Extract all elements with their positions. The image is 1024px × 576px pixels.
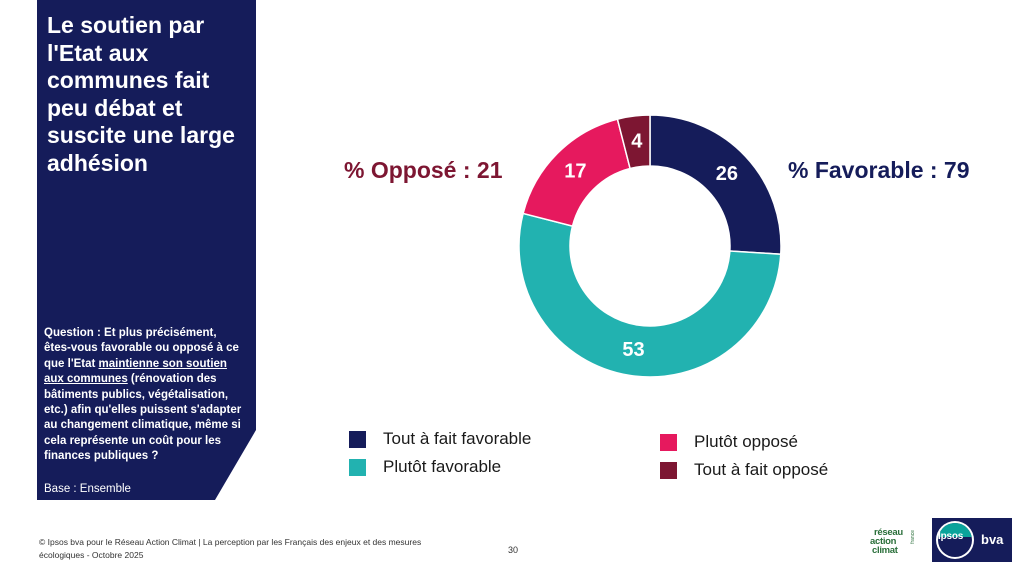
legend-swatch — [349, 430, 366, 448]
rac-logo-line1: réseau — [874, 527, 903, 538]
legend-swatch — [660, 433, 677, 451]
slide-title: Le soutien par l'Etat aux communes fait … — [47, 12, 235, 176]
question-text: Question : Et plus précisément, êtes-vou… — [44, 326, 244, 465]
ipsos-logo-text: Ipsos — [938, 531, 964, 542]
ipsos-circle-icon — [936, 521, 974, 559]
legend-label: Plutôt opposé — [694, 432, 798, 451]
legend-item-plutot-oppose: Plutôt opposé — [660, 432, 798, 452]
footer-text: © Ipsos bva pour le Réseau Action Climat… — [39, 537, 422, 560]
donut-label-0: 26 — [716, 163, 738, 185]
rac-logo-side: france — [910, 530, 916, 544]
donut-slice-3 — [616, 114, 651, 170]
rac-logo-line3: climat — [872, 545, 898, 556]
donut-label-3: 4 — [631, 130, 643, 152]
reseau-action-climat-logo: réseau action climat france — [868, 528, 918, 556]
ipsos-bva-logo: Ipsos bva — [932, 518, 1012, 562]
legend-item-tout-a-fait-favorable: Tout à fait favorable — [349, 429, 531, 449]
bva-logo-text: bva — [981, 532, 1004, 547]
donut-svg: 26 53 17 4 — [518, 114, 782, 378]
donut-label-2: 17 — [564, 160, 586, 182]
legend-swatch — [660, 461, 677, 479]
rac-logo-line2: action — [870, 536, 897, 547]
legend-swatch — [349, 458, 366, 476]
question-suffix: (rénovation des bâtiments publics, végét… — [44, 373, 242, 463]
question-prefix: Question : Et plus précisément, êtes-vou… — [44, 327, 239, 370]
side-panel: Le soutien par l'Etat aux communes fait … — [37, 0, 256, 500]
page-number: 30 — [508, 545, 519, 555]
question-underlined: maintienne son soutien aux communes — [44, 357, 227, 386]
summary-oppose: % Opposé : 21 — [344, 157, 503, 183]
donut-chart: 26 53 17 4 — [510, 106, 790, 386]
donut-slice-1 — [518, 212, 782, 378]
legend-label: Plutôt favorable — [383, 457, 502, 476]
legend-label: Tout à fait favorable — [383, 429, 532, 448]
legend-item-tout-a-fait-oppose: Tout à fait opposé — [660, 460, 828, 480]
donut-label-1: 53 — [622, 339, 644, 361]
base-text: Base : Ensemble — [44, 483, 131, 495]
legend-item-plutot-favorable: Plutôt favorable — [349, 457, 501, 477]
legend-label: Tout à fait opposé — [694, 460, 829, 479]
summary-favorable: % Favorable : 79 — [788, 157, 970, 183]
donut-slice-0 — [649, 114, 782, 256]
